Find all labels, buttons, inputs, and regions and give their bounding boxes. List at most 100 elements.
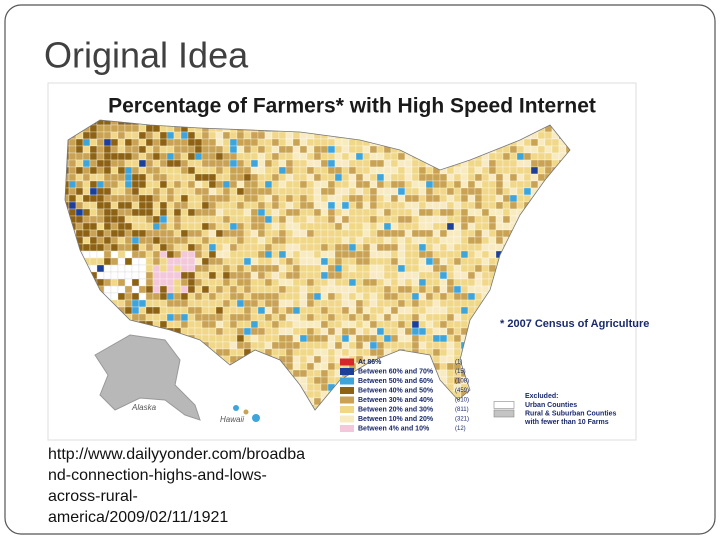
- county-cell: [474, 215, 483, 224]
- county-cell: [404, 236, 413, 245]
- county-cell: [383, 243, 392, 252]
- county-cell: [453, 180, 462, 189]
- excluded-heading: Excluded:: [525, 393, 558, 400]
- county-cell: [264, 292, 273, 301]
- county-cell: [348, 187, 357, 196]
- county-cell: [362, 271, 371, 280]
- county-cell: [509, 173, 518, 182]
- legend-label: At 86%: [358, 359, 382, 366]
- county-cell: [264, 327, 273, 336]
- county-cell: [467, 264, 476, 273]
- county-cell: [159, 257, 168, 266]
- county-cell: [530, 173, 539, 182]
- county-cell: [537, 138, 546, 147]
- county-cell: [131, 257, 140, 266]
- excluded-swatch: [493, 401, 515, 409]
- county-cell: [418, 173, 427, 182]
- county-cell: [376, 292, 385, 301]
- county-cell: [243, 159, 252, 168]
- county-cell: [243, 187, 252, 196]
- county-cell: [474, 250, 483, 259]
- county-cell: [425, 299, 434, 308]
- county-cell: [124, 271, 133, 280]
- county-cell: [166, 187, 175, 196]
- county-cell: [355, 173, 364, 182]
- county-cell: [166, 180, 175, 189]
- legend-label: Between 60% and 70%: [358, 368, 434, 375]
- county-cell: [271, 215, 280, 224]
- county-cell: [439, 362, 448, 371]
- county-cell: [313, 390, 322, 399]
- county-cell: [201, 313, 210, 322]
- county-cell: [264, 250, 273, 259]
- county-cell: [299, 243, 308, 252]
- county-cell: [446, 313, 455, 322]
- county-cell: [292, 173, 301, 182]
- county-cell: [446, 278, 455, 287]
- county-cell: [348, 145, 357, 154]
- county-cell: [362, 180, 371, 189]
- county-cell: [201, 194, 210, 203]
- county-cell: [481, 285, 490, 294]
- county-cell: [250, 334, 259, 343]
- county-cell: [264, 299, 273, 308]
- county-cell: [222, 152, 231, 161]
- county-cell: [236, 236, 245, 245]
- county-cell: [89, 166, 98, 175]
- county-cell: [362, 243, 371, 252]
- county-cell: [355, 299, 364, 308]
- county-cell: [320, 348, 329, 357]
- county-cell: [488, 187, 497, 196]
- county-cell: [138, 194, 147, 203]
- alaska-shape: [94, 334, 201, 421]
- county-cell: [264, 236, 273, 245]
- county-cell: [334, 348, 343, 357]
- county-cell: [299, 348, 308, 357]
- county-cell: [173, 299, 182, 308]
- county-cell: [243, 313, 252, 322]
- county-cell: [89, 257, 98, 266]
- county-cell: [131, 131, 140, 140]
- county-cell: [173, 201, 182, 210]
- county-cell: [376, 152, 385, 161]
- county-cell: [278, 271, 287, 280]
- county-cell: [187, 166, 196, 175]
- county-cell: [82, 215, 91, 224]
- county-cell: [187, 292, 196, 301]
- county-cell: [523, 180, 532, 189]
- county-cell: [152, 278, 161, 287]
- county-cell: [96, 229, 105, 238]
- county-cell: [75, 215, 84, 224]
- county-cell: [355, 222, 364, 231]
- county-cell: [369, 313, 378, 322]
- county-cell: [159, 236, 168, 245]
- county-cell: [481, 278, 490, 287]
- county-cell: [481, 159, 490, 168]
- county-cell: [166, 257, 175, 266]
- county-cell: [75, 201, 84, 210]
- county-cell: [348, 138, 357, 147]
- county-cell: [516, 173, 525, 182]
- county-cell: [313, 369, 322, 378]
- county-cell: [481, 250, 490, 259]
- county-cell: [187, 271, 196, 280]
- county-cell: [215, 138, 224, 147]
- county-cell: [250, 194, 259, 203]
- county-cell: [110, 278, 119, 287]
- region-label: Alaska: [131, 403, 157, 412]
- county-cell: [75, 194, 84, 203]
- legend-swatch: [340, 396, 354, 404]
- county-cell: [460, 285, 469, 294]
- county-cell: [187, 215, 196, 224]
- county-cell: [215, 334, 224, 343]
- county-cell: [236, 313, 245, 322]
- county-cell: [124, 278, 133, 287]
- legend-label: Between 30% and 40%: [358, 397, 434, 404]
- county-cell: [173, 243, 182, 252]
- county-cell: [390, 306, 399, 315]
- county-cell: [145, 278, 154, 287]
- county-cell: [397, 327, 406, 336]
- county-cell: [502, 152, 511, 161]
- county-cell: [138, 264, 147, 273]
- county-cell: [460, 264, 469, 273]
